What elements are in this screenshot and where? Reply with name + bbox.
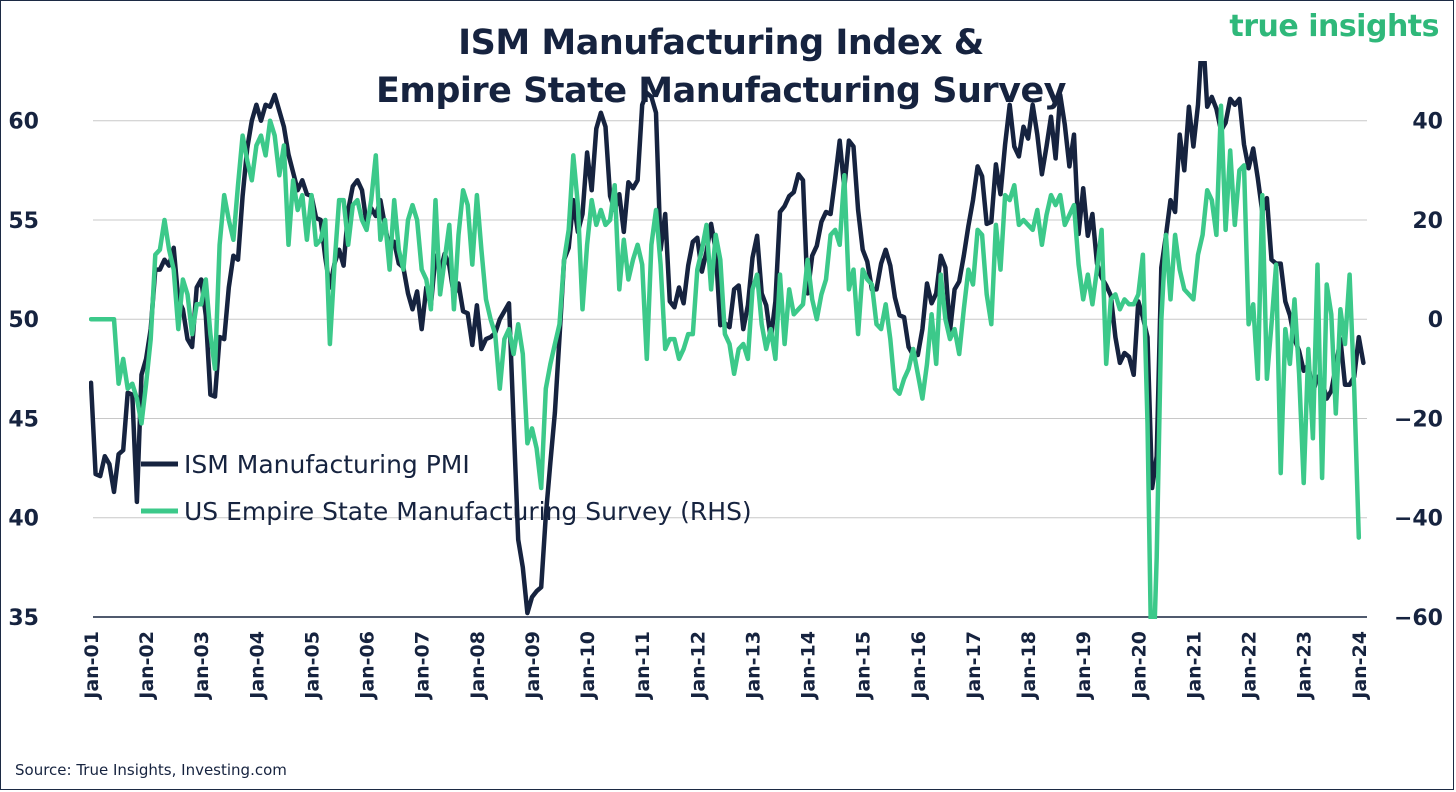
x-axis-tick-label: Jan-12 xyxy=(687,631,709,701)
right-axis-tick-label: −20 xyxy=(1394,407,1443,432)
right-axis-tick-label: −40 xyxy=(1394,507,1443,532)
series-lines xyxy=(89,61,1366,619)
x-axis-tick-label: Jan-04 xyxy=(246,631,268,701)
left-y-axis: 35 40 45 50 55 60 xyxy=(8,110,39,631)
x-axis-tick-label: Jan-10 xyxy=(577,631,599,701)
x-axis-tick-label: Jan-13 xyxy=(742,631,764,701)
x-axis-tick-label: Jan-03 xyxy=(191,631,213,701)
x-axis-tick-label: Jan-11 xyxy=(632,631,654,701)
brand-logo: true insights xyxy=(1229,9,1439,44)
x-axis-tick-label: Jan-06 xyxy=(357,631,379,701)
x-axis-tick-label: Jan-09 xyxy=(522,631,544,701)
x-axis-tick-label: Jan-01 xyxy=(81,631,103,701)
legend-label: ISM Manufacturing PMI xyxy=(184,450,470,479)
x-axis-tick-label: Jan-05 xyxy=(301,631,323,701)
empire-state-line xyxy=(89,103,1362,619)
ism-pmi-line xyxy=(89,61,1366,616)
left-axis-tick-label: 55 xyxy=(8,209,39,234)
x-axis-tick-label: Jan-21 xyxy=(1183,631,1205,701)
left-axis-tick-label: 35 xyxy=(8,606,39,631)
legend-label: US Empire State Manufacturing Survey (RH… xyxy=(184,497,752,526)
x-axis-tick-label: Jan-16 xyxy=(908,631,930,701)
x-axis-tick-label: Jan-19 xyxy=(1073,631,1095,701)
right-axis-tick-label: 0 xyxy=(1428,308,1443,333)
x-axis-tick-label: Jan-18 xyxy=(1018,631,1040,701)
x-axis-tick-label: Jan-07 xyxy=(412,631,434,701)
x-axis-tick-label: Jan-17 xyxy=(963,631,985,701)
right-axis-tick-label: 40 xyxy=(1412,110,1443,135)
x-axis-tick-label: Jan-23 xyxy=(1294,631,1316,701)
x-axis-tick-label: Jan-15 xyxy=(853,631,875,701)
x-axis: Jan-01 Jan-02 Jan-03 Jan-04 Jan-05 Jan-06 Jan-… xyxy=(81,631,1371,701)
x-axis-tick-label: Jan-02 xyxy=(136,631,158,701)
x-axis-tick-label: Jan-22 xyxy=(1239,631,1261,701)
chart-title-line-1: ISM Manufacturing Index & xyxy=(458,23,984,63)
x-axis-tick-label: Jan-08 xyxy=(467,631,489,701)
chart-title-line-2: Empire State Manufacturing Survey xyxy=(375,71,1067,111)
x-axis-tick-label: Jan-24 xyxy=(1349,631,1371,701)
right-axis-tick-label: 20 xyxy=(1412,209,1443,234)
left-axis-tick-label: 40 xyxy=(8,507,39,532)
x-axis-tick-label: Jan-20 xyxy=(1128,631,1150,701)
left-axis-tick-label: 45 xyxy=(8,407,39,432)
brand-logo-part-1: true xyxy=(1229,9,1299,44)
right-axis-tick-label: −60 xyxy=(1394,606,1443,631)
x-axis-tick-label: Jan-14 xyxy=(798,631,820,701)
source-note: Source: True Insights, Investing.com xyxy=(15,761,287,779)
left-axis-tick-label: 60 xyxy=(8,110,39,135)
legend: ISM Manufacturing PMI US Empire State Man… xyxy=(141,450,752,526)
brand-logo-part-2: insights xyxy=(1308,9,1439,44)
right-y-axis: −60 −40 −20 0 20 40 xyxy=(1394,110,1443,631)
left-axis-tick-label: 50 xyxy=(8,308,39,333)
